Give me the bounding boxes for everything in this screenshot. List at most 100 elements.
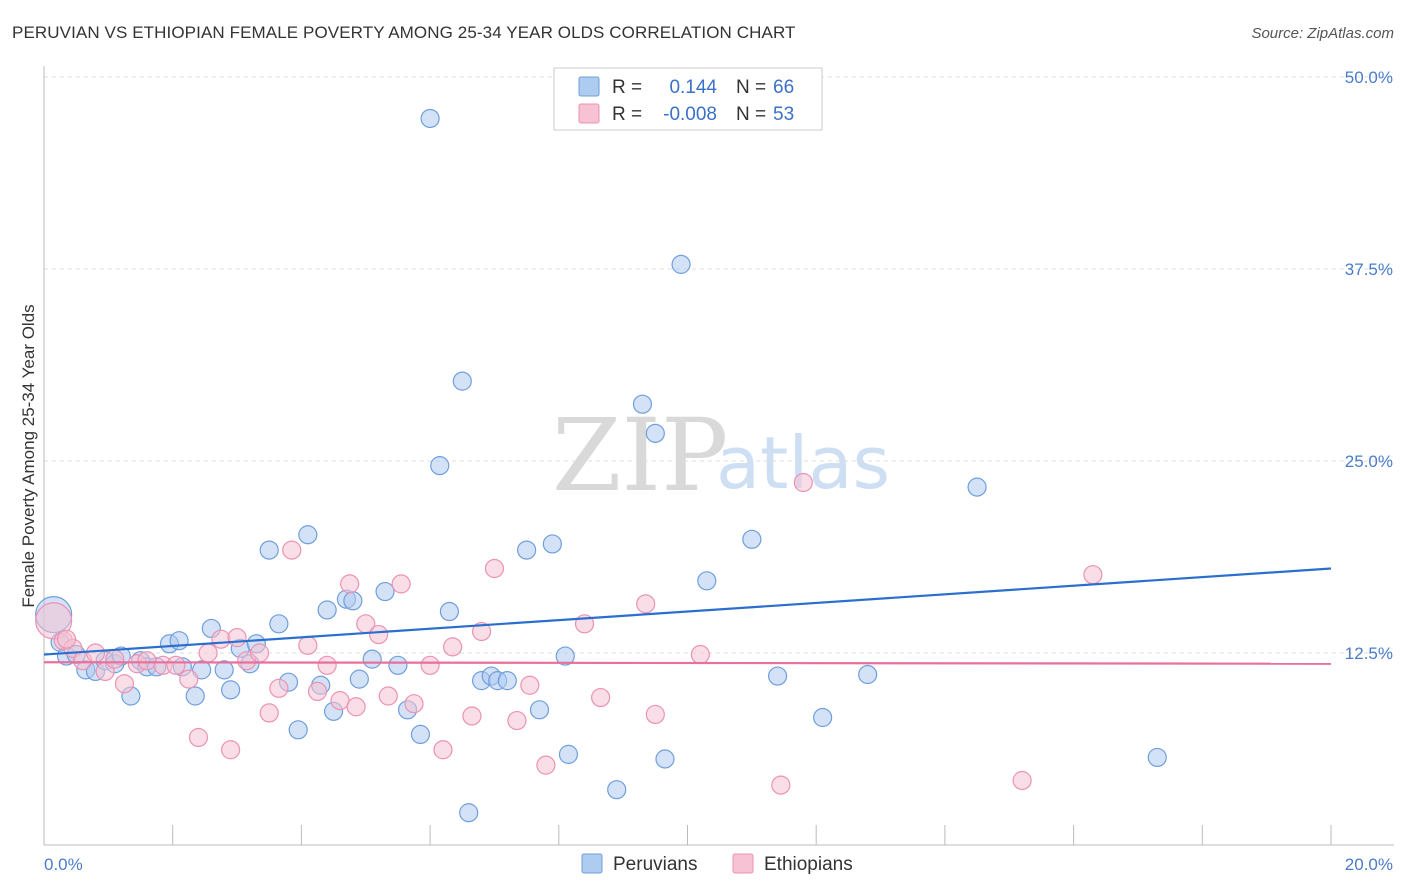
ethiopian-point bbox=[330, 691, 350, 711]
legend-swatch-ethiopians bbox=[578, 103, 600, 124]
bottom-legend-swatch-ethiopians bbox=[732, 853, 754, 874]
ethiopian-point bbox=[471, 621, 492, 642]
ethiopian-point bbox=[462, 706, 482, 726]
ethiopian-point bbox=[340, 574, 360, 594]
ethiopian-point bbox=[85, 643, 106, 663]
bottom-legend-label-ethiopians: Ethiopians bbox=[764, 854, 853, 875]
x-tick-label-max: 20.0% bbox=[1345, 855, 1393, 874]
peruvian-point bbox=[542, 534, 562, 554]
ethiopian-point bbox=[211, 629, 231, 649]
y-tick-label-0: 12.5% bbox=[1345, 644, 1393, 663]
ethiopian-point bbox=[221, 740, 241, 760]
peruvian-point bbox=[697, 571, 717, 591]
y-axis-tick-labels: 12.5% 25.0% 37.5% 50.0% bbox=[1345, 68, 1393, 663]
y-tick-label-2: 37.5% bbox=[1345, 260, 1393, 279]
ethiopian-point bbox=[188, 727, 209, 748]
peruvian-point bbox=[558, 744, 579, 764]
ethiopian-point bbox=[179, 669, 199, 689]
ethiopian-point bbox=[1083, 565, 1103, 585]
ethiopian-point bbox=[520, 675, 540, 695]
ethiopian-point bbox=[105, 649, 125, 669]
legend-n-value-peruvians: 66 bbox=[773, 77, 794, 98]
peruvian-point bbox=[192, 660, 212, 680]
ethiopian-point bbox=[443, 637, 463, 657]
peruvian-point bbox=[298, 525, 318, 545]
series-legend: Peruvians Ethiopians bbox=[581, 853, 853, 875]
peruvian-point bbox=[221, 680, 241, 700]
chart-source: Source: ZipAtlas.com bbox=[1251, 25, 1394, 42]
peruvian-point bbox=[362, 649, 382, 669]
peruvian-point bbox=[288, 720, 308, 740]
ethiopian-point bbox=[346, 697, 366, 717]
ethiopian-point bbox=[378, 686, 398, 706]
peruvian-point bbox=[497, 671, 517, 691]
series-ethiopians-points bbox=[35, 472, 1103, 795]
series-peruvians-points bbox=[35, 108, 1167, 823]
peruvian-point bbox=[655, 749, 675, 769]
ethiopian-point bbox=[484, 558, 505, 579]
peruvian-point bbox=[259, 540, 279, 560]
peruvian-point bbox=[317, 600, 337, 620]
y-tick-label-1: 25.0% bbox=[1345, 452, 1393, 471]
legend-n-label-ethiopians: N = bbox=[736, 104, 766, 125]
ethiopian-point bbox=[269, 678, 289, 698]
ethiopian-point bbox=[536, 755, 556, 775]
peruvian-point bbox=[388, 655, 408, 675]
watermark-atlas: atlas bbox=[716, 421, 890, 505]
legend-r-value-ethiopians: -0.008 bbox=[663, 104, 717, 125]
watermark-zip: ZIP bbox=[552, 397, 728, 514]
peruvian-point bbox=[459, 803, 479, 823]
peruvian-point bbox=[349, 669, 369, 689]
x-tick-label-min: 0.0% bbox=[44, 855, 83, 874]
peruvian-point bbox=[214, 660, 234, 680]
ethiopian-point bbox=[114, 674, 135, 694]
ethiopian-point bbox=[391, 574, 411, 594]
peruvian-point bbox=[420, 108, 440, 129]
ethiopian-point bbox=[35, 602, 73, 640]
peruvian-point bbox=[632, 394, 653, 414]
peruvian-point bbox=[269, 614, 289, 634]
peruvian-point bbox=[607, 780, 627, 800]
ethiopian-point bbox=[137, 651, 157, 671]
peruvian-point bbox=[517, 540, 537, 560]
legend-r-label-peruvians: R = bbox=[612, 77, 642, 98]
ethiopian-point bbox=[317, 655, 337, 675]
peruvian-point bbox=[410, 724, 431, 745]
trend-line-peruvians bbox=[43, 567, 1332, 656]
legend-swatch-peruvians bbox=[578, 76, 600, 97]
ethiopian-point bbox=[636, 594, 656, 614]
ethiopian-point bbox=[166, 655, 186, 675]
ethiopian-point bbox=[227, 628, 247, 648]
bottom-legend-swatch-peruvians bbox=[581, 853, 603, 874]
ethiopian-point bbox=[404, 694, 424, 714]
peruvian-point bbox=[645, 423, 665, 443]
peruvian-point bbox=[343, 591, 363, 611]
ethiopian-point bbox=[259, 703, 279, 723]
ethiopian-point bbox=[198, 643, 218, 663]
ethiopian-point bbox=[591, 687, 611, 708]
gridlines bbox=[44, 76, 1394, 654]
ethiopian-point bbox=[307, 681, 328, 702]
ethiopian-point bbox=[793, 472, 813, 493]
peruvian-point bbox=[185, 686, 205, 706]
axes bbox=[43, 66, 1394, 846]
peruvian-point bbox=[813, 707, 833, 728]
y-tick-label-3: 50.0% bbox=[1345, 68, 1393, 87]
peruvian-point bbox=[375, 581, 395, 602]
y-axis-label: Female Poverty Among 25-34 Year Olds bbox=[19, 304, 38, 607]
ethiopian-point bbox=[690, 644, 710, 665]
x-axis-ticks bbox=[43, 825, 1332, 845]
ethiopian-point bbox=[56, 629, 77, 649]
ethiopian-point bbox=[433, 740, 453, 760]
stats-legend: R = 0.144 N = 66 R = -0.008 N = 53 bbox=[553, 67, 823, 131]
peruvian-point bbox=[430, 456, 450, 476]
peruvian-point bbox=[767, 666, 788, 686]
peruvian-point bbox=[858, 664, 878, 685]
peruvian-point bbox=[529, 700, 550, 720]
peruvian-point bbox=[1147, 747, 1167, 768]
ethiopian-point bbox=[369, 624, 389, 645]
ethiopian-point bbox=[507, 710, 527, 731]
legend-n-label-peruvians: N = bbox=[736, 77, 766, 98]
trend-line-ethiopians bbox=[43, 661, 1332, 665]
